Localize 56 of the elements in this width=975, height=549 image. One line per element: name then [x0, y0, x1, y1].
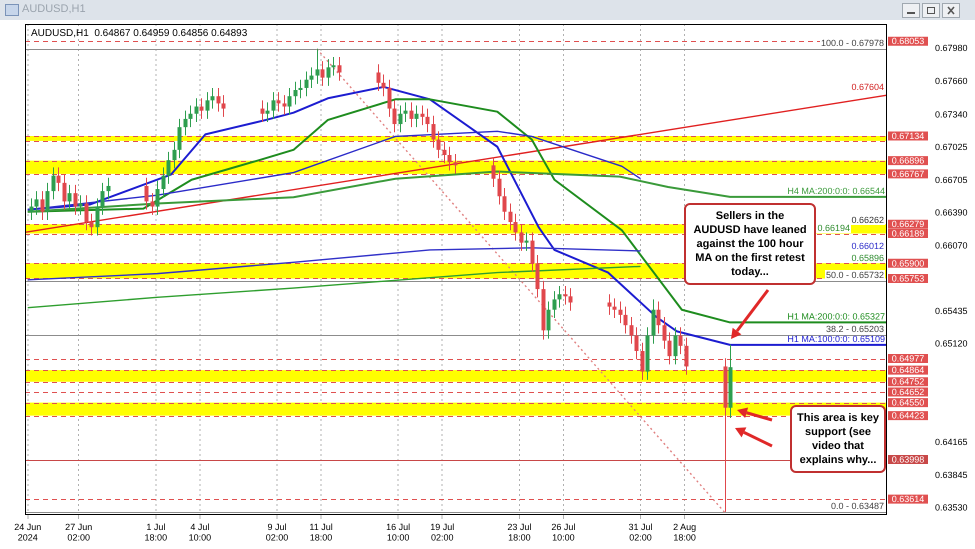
annotation: 0.66194 [816, 223, 851, 233]
ref-line-label: 0.64652 [892, 387, 924, 398]
x-tick-label: 1 Jul 18:00 [144, 522, 168, 543]
y-tick-label: 0.65120 [935, 338, 968, 348]
x-tick-label: 2 Aug 18:00 [673, 522, 696, 543]
x-tick-label: 23 Jul 18:00 [507, 522, 532, 543]
x-tick-label: 16 Jul 10:00 [386, 522, 410, 543]
annotation: 0.67604 [850, 82, 885, 92]
y-tick-label: 0.64165 [935, 436, 968, 447]
annotation: 0.65896 [850, 253, 885, 263]
x-tick-label: 27 Jun 02:00 [65, 522, 92, 543]
series-label: H1 MA:200:0:0: 0.65327 [787, 311, 885, 322]
ref-line-label: 0.66279 [892, 219, 924, 230]
ref-line-label: 0.66189 [892, 228, 924, 238]
x-tick-label: 9 Jul 02:00 [266, 522, 288, 543]
y-tick-label: 0.67025 [935, 142, 968, 152]
chart-subtitle: AUDUSD,H1 [22, 3, 86, 15]
y-tick-label: 0.66390 [935, 207, 968, 218]
y-tick-label: 0.65435 [935, 306, 968, 316]
annotation: 0.66012 [850, 241, 885, 251]
y-tick-label: 0.66070 [935, 240, 968, 250]
x-tick-label: 11 Jul 18:00 [309, 522, 333, 543]
ref-line-label: 0.64977 [892, 354, 924, 364]
ref-line-label: 0.64864 [892, 365, 924, 376]
ref-line-label: 0.68053 [892, 36, 924, 46]
x-tick-label: 26 Jul 10:00 [551, 522, 576, 543]
annotation: 38.2 - 0.65203 [824, 324, 885, 334]
y-tick-label: 0.67980 [935, 43, 968, 54]
ref-line-label: 0.63998 [892, 454, 924, 464]
annotation: 0.66262 [850, 215, 885, 225]
ref-line-label: 0.63614 [892, 494, 924, 504]
x-tick-label: 19 Jul 02:00 [430, 522, 454, 543]
chart-title: AUDUSD,H1 0.64867 0.64959 0.64856 0.64893 [31, 28, 248, 39]
ref-line-label: 0.65753 [892, 273, 924, 284]
ref-line-label: 0.66767 [892, 168, 924, 179]
annotation: 0.0 - 0.63487 [830, 501, 885, 511]
ref-line-label: 0.64550 [892, 398, 924, 408]
ref-line-label: 0.66896 [892, 156, 924, 166]
x-tick-label: 31 Jul 02:00 [628, 522, 653, 543]
ref-line-label: 0.64752 [892, 376, 924, 387]
y-tick-label: 0.66705 [935, 174, 968, 185]
ref-line-label: 0.65900 [892, 258, 924, 268]
annotation: Sellers in the AUDUSD have leaned against the 100 hour MA on the first retest today... [684, 203, 816, 285]
y-tick-label: 0.63845 [935, 470, 968, 480]
y-tick-label: 0.67340 [935, 109, 968, 120]
ref-line-label: 0.67134 [892, 131, 924, 142]
annotation: This area is key support (see video that explains why... [790, 405, 886, 473]
x-tick-label: 4 Jul 10:00 [188, 522, 212, 543]
y-tick-label: 0.63530 [935, 502, 968, 512]
x-tick-label: 24 Jun 2024 [14, 522, 42, 543]
annotation: 100.0 - 0.67978 [820, 38, 885, 48]
series-label: H4 MA:200:0:0: 0.66544 [787, 186, 885, 196]
annotation: 50.0 - 0.65732 [824, 270, 885, 280]
series-label: H1 MA:100:0:0: 0.65109 [787, 334, 885, 344]
ref-line-label: 0.64423 [892, 410, 924, 421]
y-tick-label: 0.67660 [935, 76, 968, 86]
